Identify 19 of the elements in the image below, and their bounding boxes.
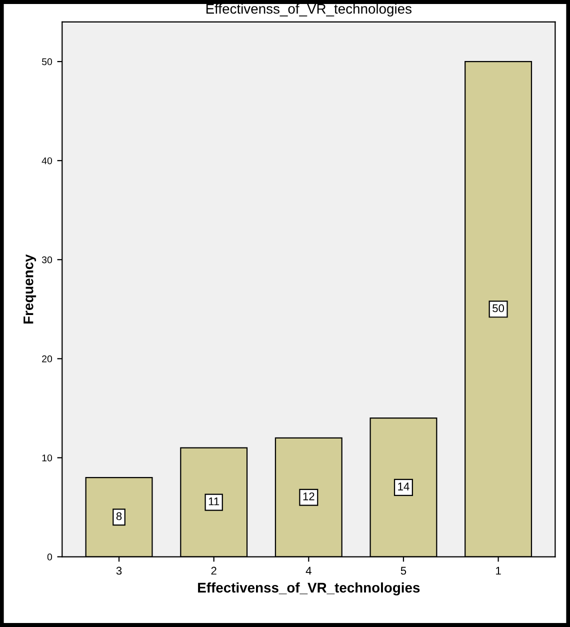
y-tick-label: 50 <box>42 58 52 66</box>
x-tick-label: 5 <box>400 566 406 575</box>
y-tick-label: 30 <box>42 256 52 264</box>
y-tick-label: 10 <box>42 454 52 462</box>
y-tick-label: 40 <box>42 157 52 164</box>
data-label: 14 <box>398 482 410 490</box>
y-tick-label: 20 <box>42 355 52 362</box>
x-tick-label: 1 <box>496 566 501 575</box>
x-tick-label: 2 <box>211 566 216 575</box>
chart-title: Effectivenss_of_VR_technologies <box>206 4 412 16</box>
data-label: 12 <box>303 492 314 500</box>
y-axis-title: Frequency <box>24 254 36 324</box>
data-label: 11 <box>208 498 220 506</box>
data-label: 50 <box>492 304 504 312</box>
y-tick-label: 0 <box>47 554 52 560</box>
x-tick-label: 3 <box>116 566 122 575</box>
x-axis-title: Effectivenss_of_VR_technologies <box>198 582 420 596</box>
x-tick-label: 4 <box>306 566 312 575</box>
data-label: 8 <box>116 512 122 520</box>
